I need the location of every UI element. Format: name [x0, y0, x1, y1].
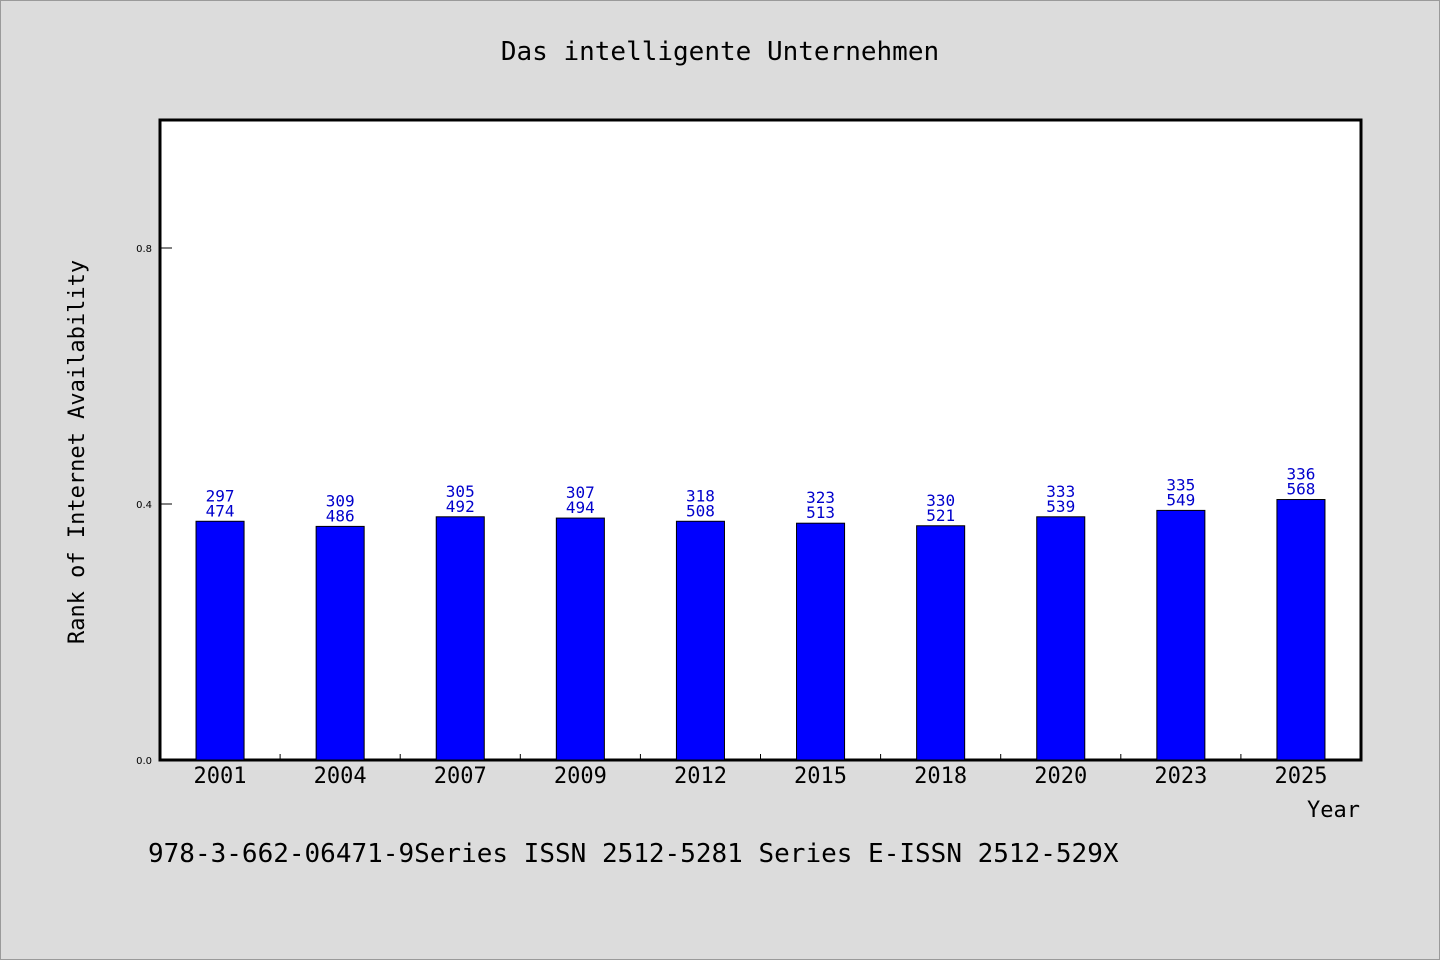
y-axis-label: Rank of Internet Availability: [65, 260, 90, 644]
data-label-top-2015: 323: [806, 488, 835, 507]
y-tick-label: 0.4: [136, 500, 152, 511]
y-tick-label: 0.0: [136, 756, 152, 767]
data-label-bottom-2018: 521: [926, 506, 955, 525]
x-tick-label-2004: 2004: [314, 764, 367, 789]
bar-2015: [796, 522, 846, 761]
data-label-bottom-2001: 474: [206, 501, 235, 520]
x-tick-label-2007: 2007: [434, 764, 487, 789]
data-label-top-2001: 297: [206, 486, 235, 505]
x-tick-label-2020: 2020: [1034, 764, 1087, 789]
y-axis-ticks: 0.0 0.4 0.8: [136, 244, 172, 767]
data-label-top-2020: 333: [1046, 482, 1075, 501]
data-label-bottom-2015: 513: [806, 503, 835, 522]
data-label-bottom-2020: 539: [1046, 497, 1075, 516]
y-tick-label: 0.8: [136, 244, 152, 255]
data-label-top-2025: 336: [1286, 465, 1315, 484]
bar-2009: [555, 517, 605, 761]
data-label-bottom-2023: 549: [1166, 490, 1195, 509]
data-label-bottom-2012: 508: [686, 501, 715, 520]
data-label-top-2012: 318: [686, 486, 715, 505]
bar-2018: [916, 525, 966, 761]
x-tick-label-2025: 2025: [1274, 764, 1327, 789]
data-label-top-2018: 330: [926, 491, 955, 510]
data-label-top-2004: 309: [326, 491, 355, 510]
x-axis-label: Year: [1307, 798, 1360, 823]
data-label-top-2007: 305: [446, 482, 475, 501]
data-label-bottom-2009: 494: [566, 498, 595, 517]
x-tick-label-2018: 2018: [914, 764, 967, 789]
bars-group: [195, 499, 1326, 761]
data-label-bottom-2025: 568: [1286, 480, 1315, 499]
x-axis-ticks: 2001 2004 2007 2009 2012 2015 2018 2020 2023 2025: [194, 754, 1327, 789]
footer-isbn-issn: 978-3-662-06471-9Series ISSN 2512-5281 S…: [148, 839, 1119, 869]
bar-2001: [195, 520, 245, 761]
data-label-bottom-2007: 492: [446, 497, 475, 516]
bar-2025: [1276, 499, 1326, 761]
data-label-top-2023: 335: [1166, 475, 1195, 494]
data-label-top-2009: 307: [566, 483, 595, 502]
bar-2004: [315, 525, 365, 761]
bar-2012: [675, 520, 725, 761]
x-tick-label-2001: 2001: [194, 764, 247, 789]
x-tick-label-2009: 2009: [554, 764, 607, 789]
bar-2007: [435, 516, 485, 761]
data-label-bottom-2004: 486: [326, 506, 355, 525]
bar-2023: [1156, 509, 1206, 761]
x-tick-label-2023: 2023: [1154, 764, 1207, 789]
data-labels: 2974743094863054923074943185083235133305…: [206, 465, 1316, 526]
x-tick-label-2015: 2015: [794, 764, 847, 789]
chart-title: Das intelligente Unternehmen: [501, 37, 939, 67]
x-tick-label-2012: 2012: [674, 764, 727, 789]
bar-2020: [1036, 516, 1086, 761]
